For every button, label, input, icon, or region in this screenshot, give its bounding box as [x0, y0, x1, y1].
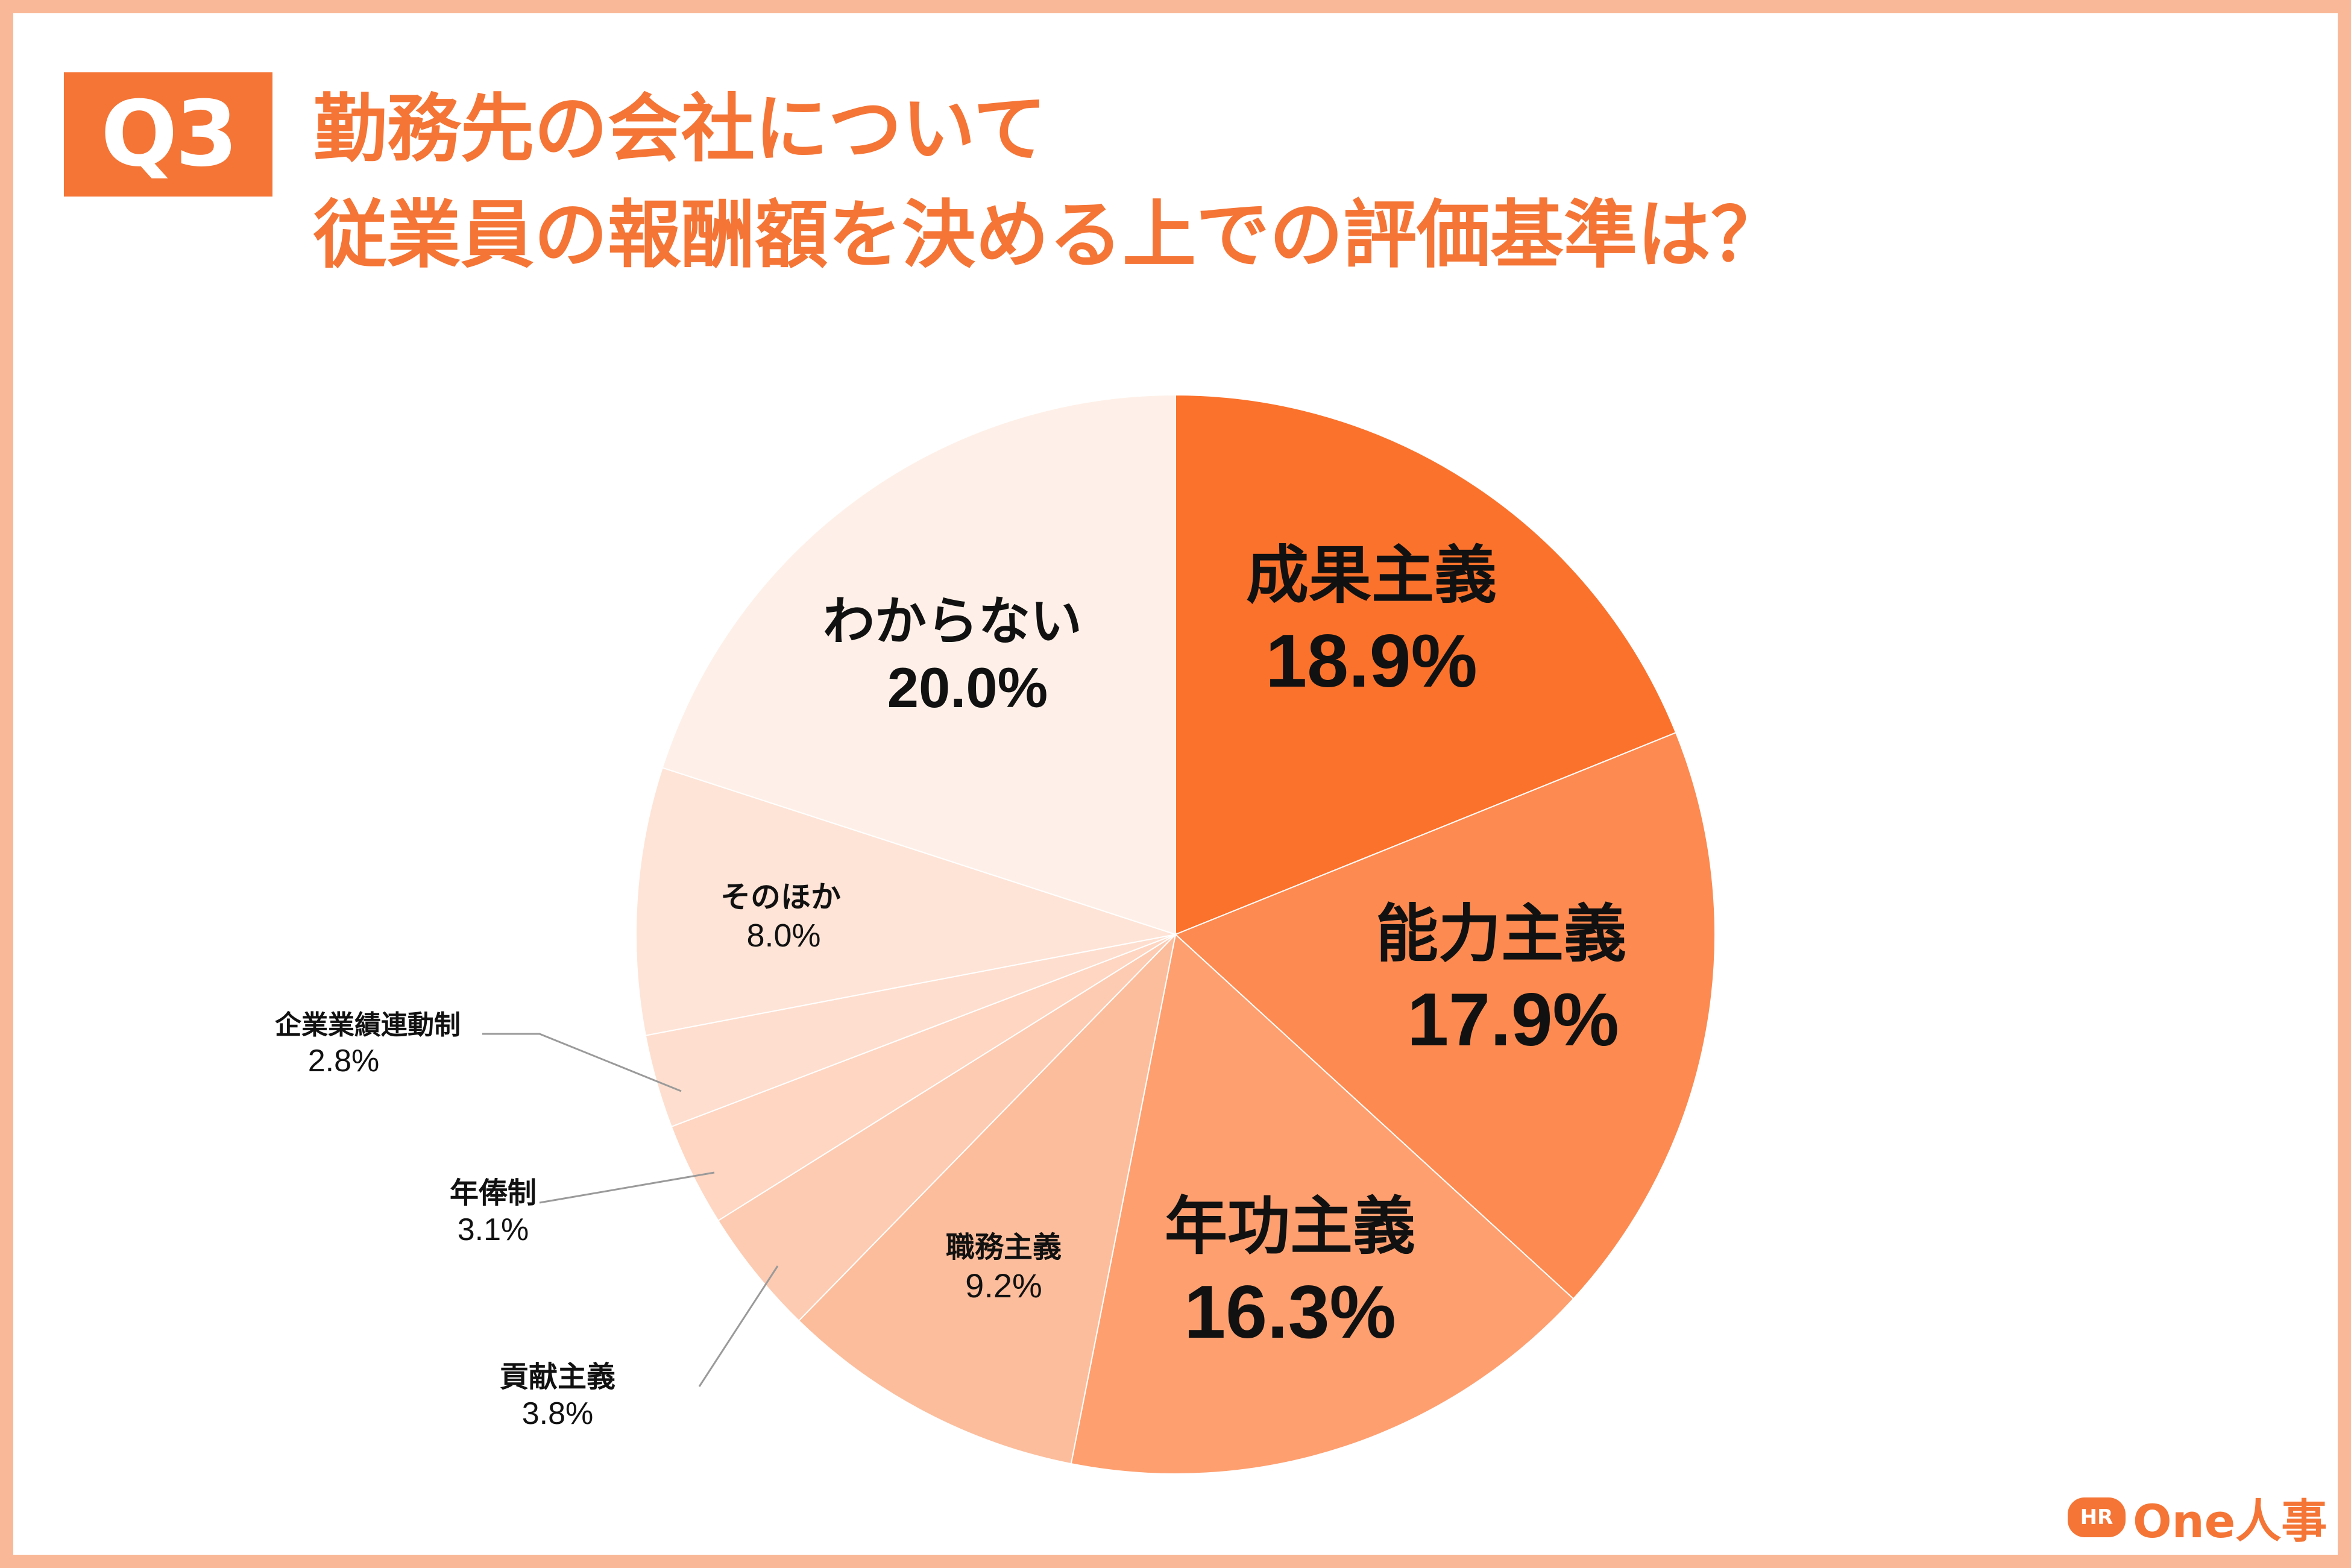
brand-name: One人事 [2133, 1494, 2327, 1548]
slice-label: 企業業績連動制 [275, 1010, 461, 1041]
slice-value-label: 20.0% [887, 656, 1048, 719]
hr-cloud-icon: HR [2068, 1497, 2126, 1537]
slice-value-label: 3.1% [458, 1212, 529, 1247]
pie-slice [1174, 732, 1716, 1300]
question-badge: Q3 [64, 72, 272, 197]
slice-label: 能力主義 [1376, 897, 1626, 971]
pie-slice [635, 767, 1176, 1036]
page-title: 勤務先の会社について 従業員の報酬額を決める上での評価基準は？ [313, 76, 1784, 288]
leader-line [698, 1265, 779, 1387]
slice-value-label: 17.9% [1407, 978, 1619, 1062]
slice-value-label: 18.9% [1265, 620, 1478, 703]
pie-slice [1175, 394, 1677, 936]
slice-value-label: 16.3% [1184, 1271, 1396, 1354]
pie-slice [798, 932, 1177, 1465]
slice-label: 職務主義 [946, 1230, 1062, 1264]
pie-slice [661, 394, 1176, 936]
leader-line [482, 1033, 682, 1092]
slice-label: 成果主義 [1246, 538, 1497, 612]
brand-logo: HR One人事 [2068, 1484, 2327, 1551]
slice-label: 貢献主義 [500, 1360, 615, 1394]
slice-label: そのほか [720, 880, 841, 915]
slice-value-label: 8.0% [746, 918, 820, 954]
slice-label: 年俸制 [450, 1176, 537, 1210]
title-line-1: 勤務先の会社について [313, 86, 1047, 172]
slice-value-label: 3.8% [522, 1396, 594, 1431]
slice-value-label: 2.8% [308, 1044, 380, 1078]
slice-label: 年功主義 [1165, 1189, 1415, 1263]
leader-line [539, 1171, 715, 1204]
pie-slice [1070, 933, 1575, 1475]
slice-value-label: 9.2% [965, 1267, 1042, 1305]
title-line-2: 従業員の報酬額を決める上での評価基準は？ [313, 192, 1784, 278]
pie-slice [717, 934, 1176, 1322]
slice-label: わからない [823, 591, 1082, 652]
